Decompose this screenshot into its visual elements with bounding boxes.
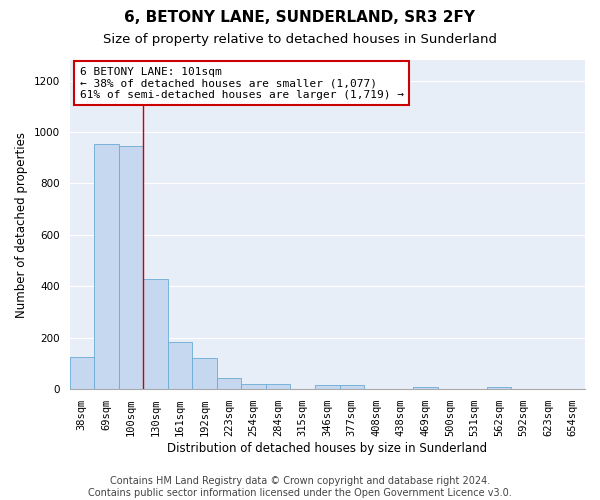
Text: Size of property relative to detached houses in Sunderland: Size of property relative to detached ho… [103,32,497,46]
X-axis label: Distribution of detached houses by size in Sunderland: Distribution of detached houses by size … [167,442,487,455]
Bar [266,384,290,389]
Bar [315,386,340,389]
Bar [143,279,168,389]
Bar [94,144,119,389]
Bar [340,386,364,389]
Bar [487,387,511,389]
Bar [217,378,241,389]
Bar [70,357,94,389]
Bar [119,146,143,389]
Bar [168,342,192,389]
Bar [413,387,438,389]
Text: 6, BETONY LANE, SUNDERLAND, SR3 2FY: 6, BETONY LANE, SUNDERLAND, SR3 2FY [125,10,476,25]
Text: Contains HM Land Registry data © Crown copyright and database right 2024.
Contai: Contains HM Land Registry data © Crown c… [88,476,512,498]
Bar [241,384,266,389]
Bar [192,358,217,389]
Y-axis label: Number of detached properties: Number of detached properties [15,132,28,318]
Text: 6 BETONY LANE: 101sqm
← 38% of detached houses are smaller (1,077)
61% of semi-d: 6 BETONY LANE: 101sqm ← 38% of detached … [80,66,404,100]
